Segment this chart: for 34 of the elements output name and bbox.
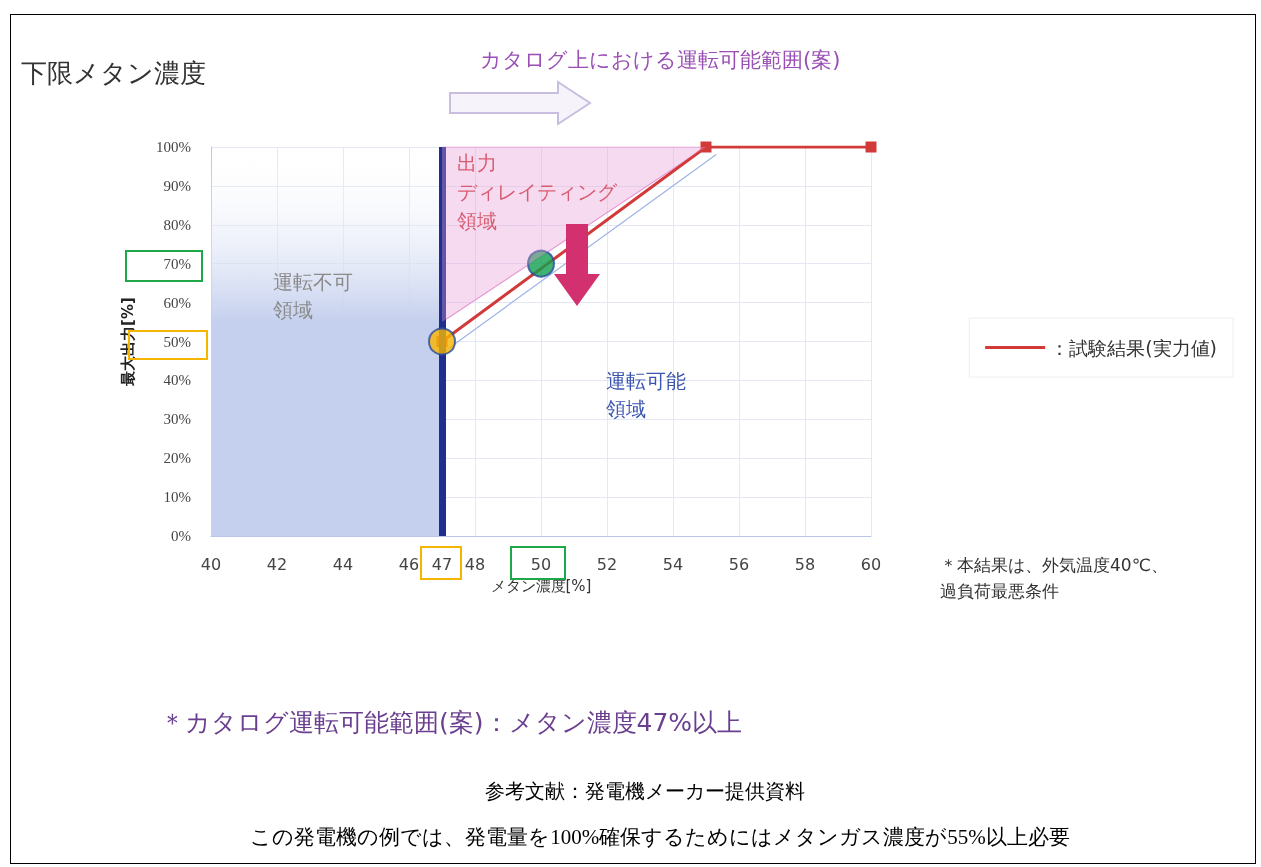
y-tick-label: 10% <box>163 489 191 506</box>
x-tick-label: 44 <box>332 554 354 574</box>
x-tick-label: 56 <box>728 554 750 574</box>
annotation: 運転可能領域 <box>606 369 686 421</box>
x-tick-label: 60 <box>860 554 882 574</box>
y-tick-label: 80% <box>163 216 191 233</box>
text: ＊カタログ運転可能範囲(案)：メタン濃度47%以上 <box>160 707 743 737</box>
y-tick-label: 60% <box>163 294 191 311</box>
y-tick-label: 20% <box>163 450 191 467</box>
x-tick-label: 50 <box>530 554 552 574</box>
y-tick-label: 90% <box>163 177 191 194</box>
y-tick-label: 0% <box>171 528 191 544</box>
text: 参考文献：発電機メーカー提供資料 <box>485 780 805 802</box>
text: カタログ上における運転可能範囲(案) <box>480 47 841 72</box>
y-tick-label: 40% <box>163 372 191 389</box>
x-axis-title: メタン濃度[%] <box>490 576 592 595</box>
y-tick-label: 100% <box>156 139 191 155</box>
annotation: 運転不可領域 <box>273 270 353 322</box>
x-tick-label: 46 <box>398 554 420 574</box>
x-tick-label: 52 <box>596 554 618 574</box>
annotation: 出力ディレイティング領域 <box>457 150 618 233</box>
x-tick-label: 58 <box>794 554 816 574</box>
x-tick-label: 48 <box>464 554 486 574</box>
x-tick-label: 47 <box>431 554 453 574</box>
legend-label: ：試験結果(実力値) <box>1050 336 1217 359</box>
x-tick-label: 54 <box>662 554 684 574</box>
text: この発電機の例では、発電量を100%確保するためにはメタンガス濃度が55%以上必要 <box>250 824 1070 849</box>
x-tick-label: 42 <box>266 554 288 574</box>
x-tick-label: 40 <box>200 554 222 574</box>
chart-title: 下限メタン濃度 <box>21 58 206 88</box>
y-tick-label: 30% <box>163 411 191 428</box>
text: ＊本結果は、外気温度40℃、過負荷最悪条件 <box>940 555 1168 601</box>
y-tick-label: 50% <box>163 333 191 350</box>
y-tick-label: 70% <box>163 255 191 272</box>
